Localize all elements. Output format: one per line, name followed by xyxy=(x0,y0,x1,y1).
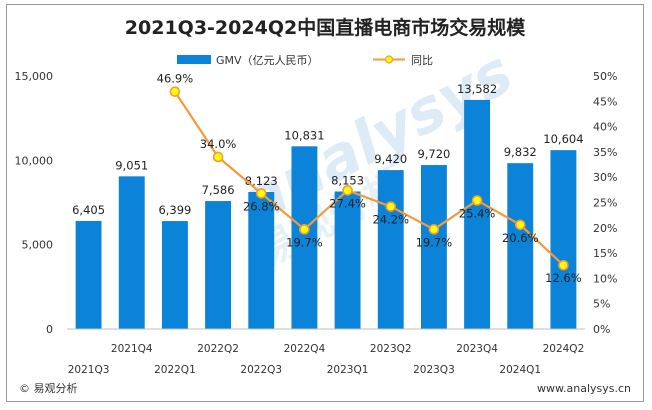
line-layer: 46.9% 34.0% 26.8% 19.7% 27.4% 24.2% 19.7% 25.4%… xyxy=(157,72,582,286)
x-category-label: 2023Q1 xyxy=(327,364,369,376)
yoy-value-label: 46.9% xyxy=(157,72,194,86)
yoy-marker xyxy=(212,151,224,163)
gmv-bar xyxy=(161,221,188,329)
yoy-value-label: 19.7% xyxy=(286,235,323,249)
legend-line-marker xyxy=(384,55,394,64)
x-category-label: 2023Q4 xyxy=(456,343,498,355)
right-tick-label: 50% xyxy=(593,70,617,83)
x-category-label: 2021Q4 xyxy=(111,343,153,355)
right-tick-label: 5% xyxy=(593,298,610,311)
yoy-value-label: 25.4% xyxy=(459,206,496,220)
gmv-value-label: 6,399 xyxy=(158,203,191,217)
yoy-value-label: 27.4% xyxy=(329,196,366,210)
yoy-value-label: 26.8% xyxy=(243,199,280,213)
yoy-value-label: 12.6% xyxy=(545,271,582,285)
gmv-value-label: 9,051 xyxy=(115,158,148,172)
gmv-value-label: 7,586 xyxy=(202,183,235,197)
yoy-value-label: 19.7% xyxy=(416,235,453,249)
gmv-bar xyxy=(550,150,577,329)
left-tick-label: 0 xyxy=(46,323,53,336)
left-axis: 0 5,000 10,000 15,000 xyxy=(15,70,54,336)
x-category-label: 2023Q2 xyxy=(370,343,412,355)
legend-line-label: 同比 xyxy=(411,54,433,67)
yoy-marker xyxy=(514,219,526,231)
legend-bar-label: GMV（亿元人民币） xyxy=(216,54,319,67)
gmv-value-label: 8,153 xyxy=(331,173,364,187)
footer-site: www.analysys.cn xyxy=(537,382,631,395)
gmv-value-label: 13,582 xyxy=(457,82,497,96)
right-tick-label: 35% xyxy=(593,146,617,159)
right-tick-label: 10% xyxy=(593,272,617,285)
yoy-marker xyxy=(255,188,267,199)
gmv-value-label: 10,831 xyxy=(284,128,324,142)
yoy-value-label: 20.6% xyxy=(502,231,539,245)
gmv-value-label: 9,720 xyxy=(417,147,450,161)
yoy-marker xyxy=(299,224,310,235)
gmv-value-label: 8,123 xyxy=(245,174,278,188)
left-tick-label: 15,000 xyxy=(15,70,54,83)
chart-title: 2021Q3-2024Q2中国直播电商市场交易规模 xyxy=(125,16,526,39)
x-axis-labels: 2021Q32021Q42022Q12022Q22022Q32022Q42023… xyxy=(68,343,585,376)
right-tick-label: 45% xyxy=(593,95,617,108)
right-tick-label: 20% xyxy=(593,222,617,235)
right-tick-label: 25% xyxy=(593,197,617,210)
gmv-bar xyxy=(377,170,404,329)
gmv-bar xyxy=(420,165,447,329)
gmv-bar xyxy=(75,220,102,329)
right-tick-label: 0% xyxy=(593,323,610,336)
gmv-bar xyxy=(464,99,491,329)
gmv-bar xyxy=(118,176,145,329)
x-category-label: 2023Q3 xyxy=(413,364,455,376)
bars-layer: 6,405 9,051 6,399 7,586 8,123 10,831 8,153 9,42… xyxy=(72,82,584,329)
yoy-marker xyxy=(169,86,181,97)
right-tick-label: 40% xyxy=(593,121,617,134)
yoy-value-label: 24.2% xyxy=(372,213,409,227)
x-category-label: 2024Q1 xyxy=(499,364,541,376)
gmv-bar xyxy=(334,191,361,329)
left-tick-label: 10,000 xyxy=(15,154,54,167)
yoy-marker xyxy=(471,195,483,206)
gmv-value-label: 9,420 xyxy=(374,152,407,166)
x-category-label: 2022Q3 xyxy=(240,364,282,376)
gmv-bar xyxy=(248,191,275,329)
legend-bar-swatch xyxy=(177,55,211,64)
legend: GMV（亿元人民币） 同比 xyxy=(177,54,433,67)
yoy-marker xyxy=(428,224,440,235)
gmv-value-label: 9,832 xyxy=(504,145,537,159)
gmv-bar xyxy=(205,201,232,329)
gmv-value-label: 10,604 xyxy=(543,132,583,146)
x-category-label: 2022Q2 xyxy=(197,343,239,355)
x-category-label: 2021Q3 xyxy=(68,364,110,376)
right-tick-label: 15% xyxy=(593,247,617,260)
left-tick-label: 5,000 xyxy=(22,239,54,252)
gmv-value-label: 6,405 xyxy=(72,203,105,217)
chart-frame: analysys 易观分析 2021Q3-2024Q2中国直播电商市场交易规模 … xyxy=(6,4,644,402)
yoy-marker xyxy=(342,185,353,196)
footer-source: © 易观分析 xyxy=(19,381,78,395)
right-axis: 0% 5% 10% 15% 20% 25% 30% 35% 40% 45% 50% xyxy=(593,70,617,336)
yoy-line xyxy=(173,91,565,267)
x-category-label: 2022Q1 xyxy=(154,364,196,376)
gmv-bar xyxy=(507,163,534,329)
x-category-label: 2024Q2 xyxy=(543,343,585,355)
right-tick-label: 30% xyxy=(593,171,617,184)
x-category-label: 2022Q4 xyxy=(284,343,326,355)
yoy-marker xyxy=(558,259,569,271)
chart-svg: analysys 易观分析 2021Q3-2024Q2中国直播电商市场交易规模 … xyxy=(15,16,632,395)
gmv-bar xyxy=(291,146,318,329)
yoy-value-label: 34.0% xyxy=(200,137,237,151)
yoy-marker xyxy=(385,201,397,212)
